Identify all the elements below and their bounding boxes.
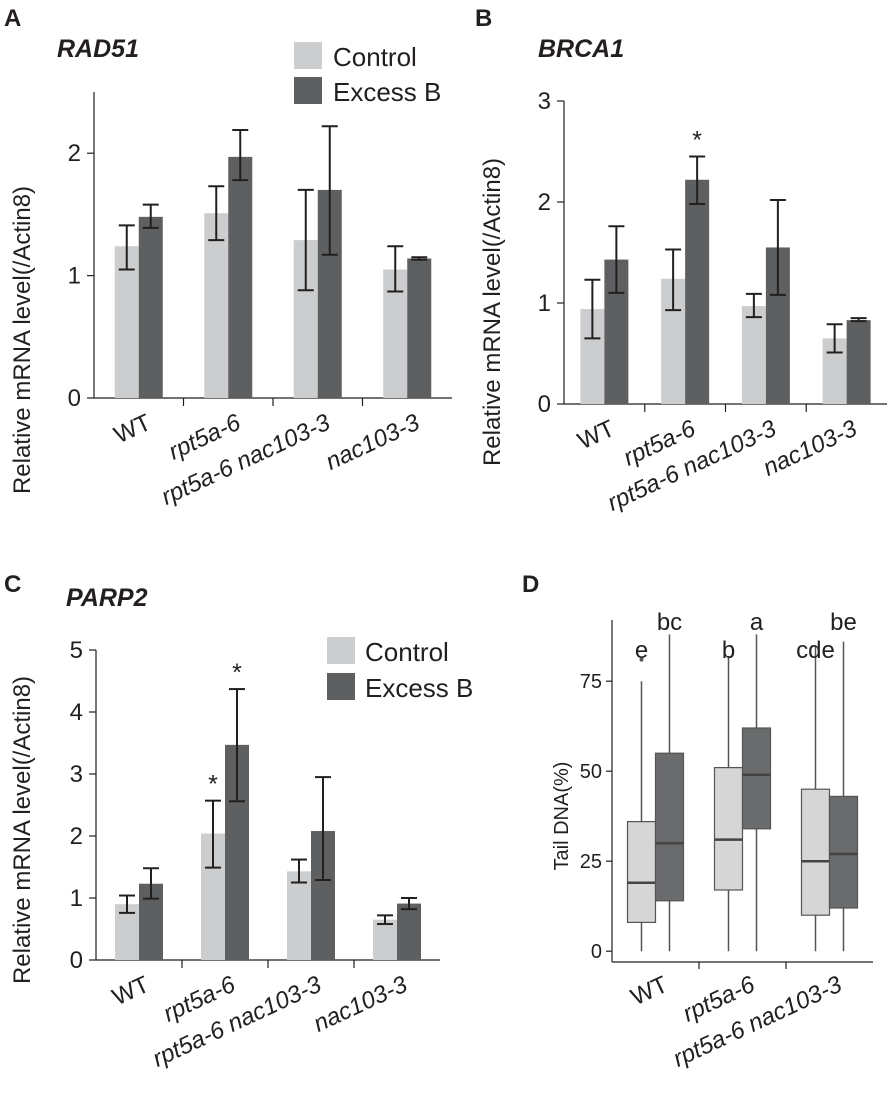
- box-control: [626, 657, 657, 952]
- category-label: nac103-3: [759, 415, 862, 482]
- bar-excess-b: [138, 216, 163, 398]
- y-tick-label: 2: [68, 140, 81, 167]
- category-label: WT: [108, 971, 154, 1011]
- y-tick-label: 3: [70, 761, 83, 788]
- panel-a-ylabel: Relative mRNA level(/Actin8): [9, 186, 36, 494]
- box-control: [800, 645, 831, 952]
- panel-b-ylabel: Relative mRNA level(/Actin8): [479, 158, 506, 466]
- significance-letter: b: [722, 637, 735, 664]
- bar-control: [287, 871, 311, 960]
- significance-marker: *: [232, 659, 242, 687]
- bar-control: [114, 246, 139, 398]
- y-tick-label: 1: [68, 263, 81, 290]
- y-tick-label: 5: [70, 637, 83, 664]
- panel-label-b: B: [475, 5, 492, 32]
- significance-letter: e: [635, 637, 648, 664]
- box-control: [713, 656, 744, 952]
- y-tick-label: 0: [70, 947, 83, 974]
- iqr-box: [654, 752, 685, 902]
- iqr-box: [741, 727, 772, 830]
- panel-b-title: BRCA1: [538, 35, 624, 63]
- panel-label-d: D: [522, 571, 539, 598]
- y-tick-label: 0: [591, 941, 602, 963]
- y-tick-label: 0: [68, 385, 81, 412]
- iqr-box: [713, 766, 744, 891]
- bar-control: [741, 306, 766, 404]
- legend-c-control-swatch: [327, 637, 355, 664]
- y-tick-label: 50: [580, 761, 602, 783]
- y-tick-label: 25: [580, 851, 602, 873]
- category-label: WT: [574, 415, 620, 455]
- y-tick-label: 1: [538, 290, 551, 317]
- panel-c-ylabel: Relative mRNA level(/Actin8): [9, 676, 36, 984]
- legend-a-control-label: Control: [333, 42, 417, 72]
- bar-control: [373, 919, 397, 960]
- box-excess-b: [654, 634, 685, 952]
- y-tick-label: 75: [580, 671, 602, 693]
- legend-a-excess-swatch: [294, 77, 322, 104]
- outlier-point: [639, 657, 644, 662]
- significance-letter: bc: [657, 609, 682, 636]
- bar-excess-b: [685, 179, 710, 404]
- bar-excess-b: [397, 903, 421, 960]
- y-tick-label: 2: [538, 189, 551, 216]
- bar-control: [204, 213, 229, 398]
- iqr-box: [800, 788, 831, 916]
- box-excess-b: [741, 634, 772, 952]
- legend-c-excess-swatch: [327, 673, 355, 700]
- panel-d-ylabel: Tail DNA(%): [551, 762, 573, 871]
- legend-a-excess-label: Excess B: [333, 77, 441, 107]
- bar-excess-b: [228, 156, 253, 398]
- y-tick-label: 4: [70, 699, 83, 726]
- iqr-box: [626, 820, 657, 923]
- significance-letter: be: [830, 609, 857, 636]
- legend-c-excess-label: Excess B: [365, 673, 473, 703]
- y-tick-label: 0: [538, 391, 551, 418]
- panel-label-a: A: [4, 5, 21, 32]
- category-label: nac103-3: [309, 971, 412, 1038]
- iqr-box: [828, 795, 859, 909]
- category-label: WT: [110, 409, 156, 449]
- panel-label-c: C: [4, 571, 21, 598]
- panel-c-title: PARP2: [66, 584, 148, 612]
- y-tick-label: 1: [70, 885, 83, 912]
- y-tick-label: 2: [70, 823, 83, 850]
- category-label: nac103-3: [322, 409, 425, 476]
- significance-letter: cde: [796, 637, 835, 664]
- bar-excess-b: [407, 258, 432, 398]
- y-tick-label: 3: [538, 88, 551, 115]
- significance-marker: *: [208, 771, 218, 799]
- panel-a-title: RAD51: [57, 35, 139, 63]
- box-excess-b: [828, 641, 859, 952]
- legend-c-control-label: Control: [365, 637, 449, 667]
- bar-excess-b: [846, 320, 871, 404]
- legend-a-control-swatch: [294, 42, 322, 69]
- category-label: WT: [627, 971, 673, 1011]
- significance-marker: *: [692, 127, 702, 155]
- significance-letter: a: [750, 609, 764, 636]
